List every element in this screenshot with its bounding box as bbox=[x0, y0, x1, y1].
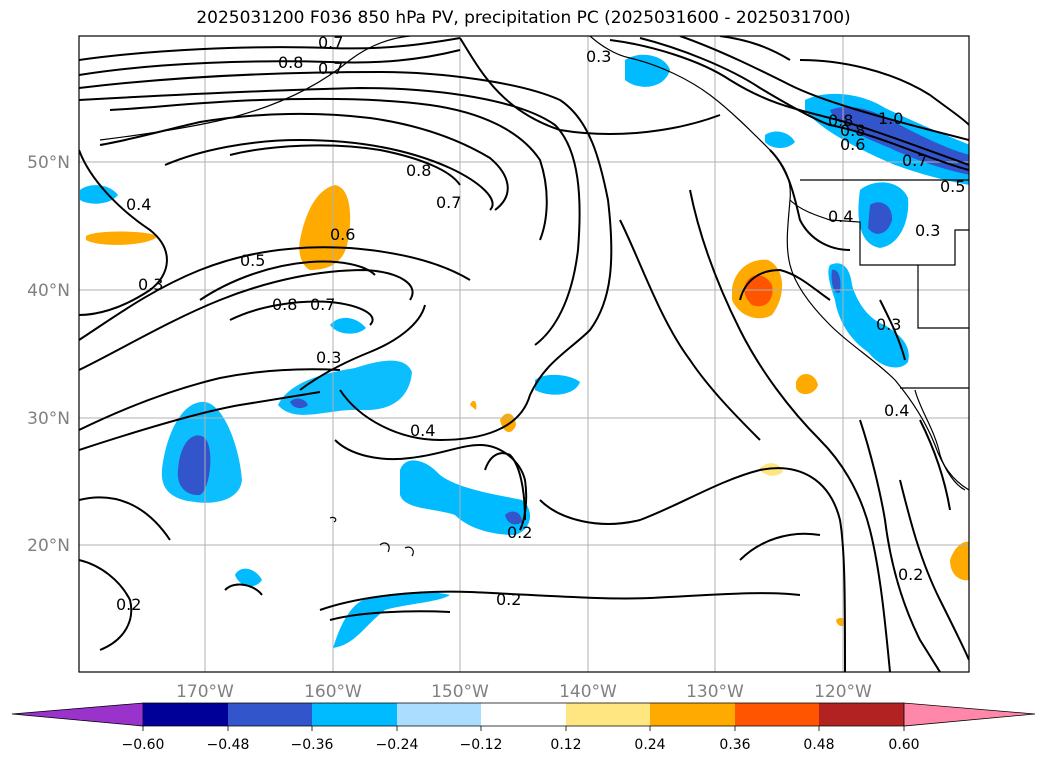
contour-label: 0.8 bbox=[406, 161, 431, 180]
contour-label: 0.4 bbox=[410, 421, 435, 440]
contour-label: 0.3 bbox=[586, 47, 611, 66]
contour-label: 0.8 bbox=[828, 111, 853, 130]
contour-label: 0.3 bbox=[876, 315, 901, 334]
contour-label: 0.3 bbox=[915, 221, 940, 240]
colorbar-tick-label: −0.48 bbox=[207, 737, 250, 753]
contour-label: 0.8 bbox=[840, 121, 865, 140]
colorbar-segment bbox=[312, 703, 397, 726]
contour-label: 0.2 bbox=[496, 590, 521, 609]
contour-labels: 0.8 0.7 0.4 0.3 0.5 0.6 0.8 0.7 0.8 0.7 … bbox=[116, 33, 965, 614]
contour-label: 0.6 bbox=[330, 225, 355, 244]
lon-label: 170°W bbox=[176, 682, 234, 702]
colorbar-tick-label: 0.36 bbox=[719, 737, 750, 753]
contour-label: 0.3 bbox=[138, 275, 163, 294]
map-title: 2025031200 F036 850 hPa PV, precipitatio… bbox=[196, 8, 851, 28]
colorbar-tick-label: 0.12 bbox=[550, 737, 581, 753]
colorbar-tick-label: −0.24 bbox=[376, 737, 419, 753]
lon-label: 150°W bbox=[431, 682, 489, 702]
contour-label: 0.2 bbox=[507, 523, 532, 542]
colorbar-segment bbox=[397, 703, 481, 726]
colorbar-tick-label: −0.36 bbox=[291, 737, 334, 753]
lon-label: 140°W bbox=[559, 682, 617, 702]
colorbar-tick-label: 0.60 bbox=[888, 737, 919, 753]
contour-label: 0.4 bbox=[126, 195, 151, 214]
colorbar-tick-label: −0.12 bbox=[460, 737, 503, 753]
contour-label: 0.6 bbox=[840, 135, 865, 154]
colorbar-segment bbox=[143, 703, 228, 726]
contour-label: 0.7 bbox=[310, 295, 335, 314]
contour-label: 0.7 bbox=[318, 33, 343, 52]
colorbar-segment bbox=[650, 703, 735, 726]
lon-label: 120°W bbox=[814, 682, 872, 702]
lon-label: 160°W bbox=[304, 682, 362, 702]
contour-label: 0.7 bbox=[902, 151, 927, 170]
contour-label: 0.4 bbox=[828, 207, 853, 226]
latitude-labels: 50°N 40°N 30°N 20°N bbox=[27, 153, 70, 556]
lat-label: 30°N bbox=[27, 409, 70, 429]
colorbar-segment bbox=[228, 703, 312, 726]
lat-label: 50°N bbox=[27, 153, 70, 173]
contour-label: 0.4 bbox=[884, 401, 909, 420]
colorbar-tick-label: 0.24 bbox=[634, 737, 665, 753]
colorbar: −0.60 −0.48 −0.36 −0.24 −0.12 0.12 0.24 … bbox=[11, 702, 1036, 753]
contour-label: 0.7 bbox=[318, 59, 343, 78]
colorbar-segment bbox=[735, 703, 819, 726]
contour-label: 0.3 bbox=[316, 348, 341, 367]
contour-label: 0.2 bbox=[898, 565, 923, 584]
contour-label: 0.7 bbox=[436, 193, 461, 212]
map-frame bbox=[78, 35, 970, 673]
pv-contours bbox=[79, 36, 969, 672]
colorbar-segment bbox=[481, 703, 566, 726]
colorbar-segment bbox=[819, 703, 904, 726]
colorbar-tick-label: 0.48 bbox=[803, 737, 834, 753]
colorbar-segment bbox=[566, 703, 650, 726]
contour-label: 1.0 bbox=[878, 109, 903, 128]
contour-label: 0.8 bbox=[278, 53, 303, 72]
contour-label: 0.5 bbox=[240, 251, 265, 270]
lat-label: 20°N bbox=[27, 536, 70, 556]
contour-label: 0.2 bbox=[116, 595, 141, 614]
colorbar-tick-label: −0.60 bbox=[122, 737, 165, 753]
colorbar-extend-left bbox=[11, 702, 144, 727]
lat-label: 40°N bbox=[27, 281, 70, 301]
contour-label: 0.8 bbox=[272, 295, 297, 314]
contour-label: 0.5 bbox=[940, 177, 965, 196]
longitude-labels: 170°W 160°W 150°W 140°W 130°W 120°W bbox=[176, 682, 872, 702]
colorbar-extend-right bbox=[903, 702, 1036, 727]
lon-label: 130°W bbox=[686, 682, 744, 702]
